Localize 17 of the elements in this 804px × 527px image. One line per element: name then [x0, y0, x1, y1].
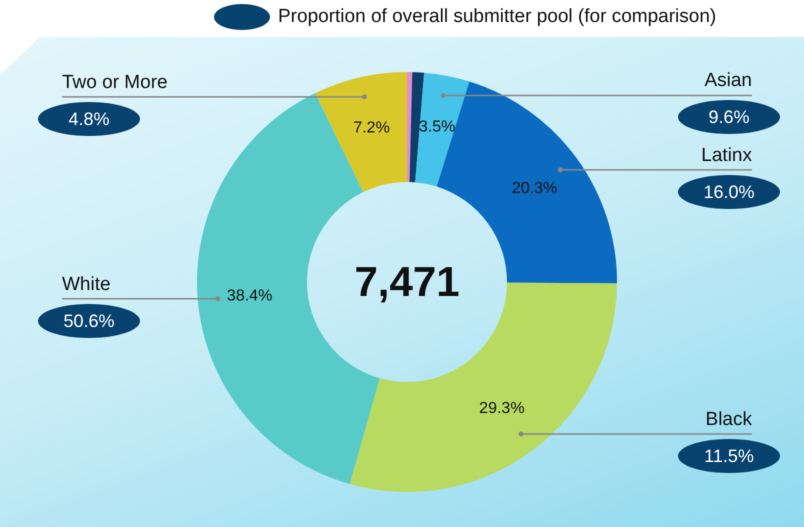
text: 9.6%	[678, 100, 780, 134]
text: 16.0%	[678, 174, 780, 209]
data-label: 29.3%	[479, 400, 525, 417]
text: Proportion of overall submitter pool (for comparison)	[278, 6, 716, 28]
text: 4.8%	[38, 102, 140, 136]
slice-label: Asian	[704, 70, 752, 92]
text: 7,471	[354, 258, 460, 306]
slice-label: Black	[706, 408, 752, 431]
slice-label: Latinx	[701, 144, 752, 167]
data-label: 3.5%	[418, 118, 456, 136]
text: 50.6%	[38, 304, 140, 338]
slice-label: Two or More	[62, 72, 168, 94]
data-label: 20.3%	[512, 180, 558, 198]
data-label: 7.2%	[353, 120, 390, 137]
text: 11.5%	[678, 438, 780, 473]
data-label: 38.4%	[226, 287, 272, 304]
slice-label: White	[62, 274, 111, 296]
